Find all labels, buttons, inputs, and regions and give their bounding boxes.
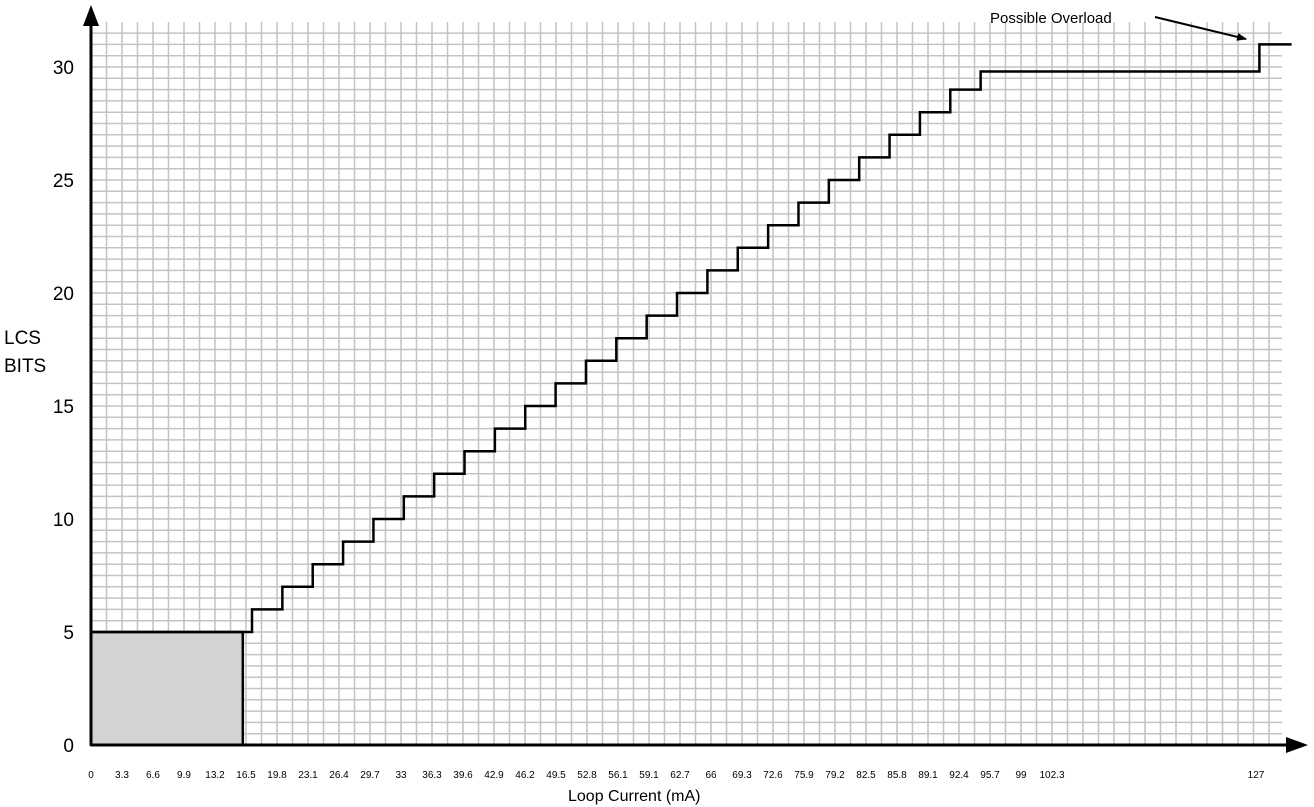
y-tick-label: 10 <box>53 510 74 531</box>
y-tick-label: 25 <box>53 171 74 192</box>
grid <box>91 22 1282 745</box>
x-tick-label: 75.9 <box>794 770 814 781</box>
x-tick-label: 39.6 <box>453 770 473 781</box>
x-tick-label: 36.3 <box>422 770 442 781</box>
x-tick-label: 33 <box>395 770 407 781</box>
x-tick-label: 99 <box>1015 770 1027 781</box>
x-tick-label: 89.1 <box>918 770 938 781</box>
x-tick-label: 127 <box>1248 770 1265 781</box>
x-tick-label: 82.5 <box>856 770 876 781</box>
y-tick-label: 5 <box>63 623 74 644</box>
x-tick-label: 29.7 <box>360 770 380 781</box>
y-tick-labels: 0 5 10 15 20 25 30 <box>53 58 74 757</box>
x-tick-label: 26.4 <box>329 770 349 781</box>
x-tick-label: 52.8 <box>577 770 597 781</box>
x-tick-label: 56.1 <box>608 770 628 781</box>
y-tick-label: 0 <box>63 736 74 757</box>
x-tick-label: 13.2 <box>205 770 225 781</box>
x-tick-label: 19.8 <box>267 770 287 781</box>
y-tick-label: 30 <box>53 58 74 79</box>
x-tick-label: 42.9 <box>484 770 504 781</box>
x-axis-label: Loop Current (mA) <box>568 788 701 805</box>
x-tick-label: 95.7 <box>980 770 1000 781</box>
axes <box>83 5 1308 753</box>
x-tick-label: 72.6 <box>763 770 783 781</box>
x-tick-label: 69.3 <box>732 770 752 781</box>
x-tick-label: 102.3 <box>1039 770 1064 781</box>
step-series-line <box>91 43 1292 634</box>
x-tick-label: 0 <box>88 770 94 781</box>
x-tick-label: 46.2 <box>515 770 535 781</box>
x-tick-label: 62.7 <box>670 770 690 781</box>
x-tick-label: 9.9 <box>177 770 191 781</box>
y-axis-label-line2: BITS <box>4 356 46 377</box>
x-tick-label: 16.5 <box>236 770 256 781</box>
x-tick-label: 79.2 <box>825 770 845 781</box>
x-axis-arrowhead <box>1286 737 1308 753</box>
x-tick-label: 66 <box>705 770 717 781</box>
x-tick-label: 49.5 <box>546 770 566 781</box>
x-tick-label: 6.6 <box>146 770 160 781</box>
x-tick-label: 92.4 <box>949 770 969 781</box>
shaded-region <box>89 630 245 747</box>
y-axis-label-line1: LCS <box>4 328 41 349</box>
y-tick-label: 20 <box>53 284 74 305</box>
y-axis-arrowhead <box>83 5 99 26</box>
annotation-arrow <box>1154 16 1247 41</box>
x-tick-label: 59.1 <box>639 770 659 781</box>
x-tick-labels: 0 3.3 6.6 9.9 13.2 16.5 19.8 23.1 26.4 29.7 33 36.3… <box>88 770 1265 781</box>
x-tick-label: 23.1 <box>298 770 318 781</box>
annotation-possible-overload: Possible Overload <box>990 10 1112 27</box>
x-tick-label: 85.8 <box>887 770 907 781</box>
y-tick-label: 15 <box>53 397 74 418</box>
x-tick-label: 3.3 <box>115 770 129 781</box>
